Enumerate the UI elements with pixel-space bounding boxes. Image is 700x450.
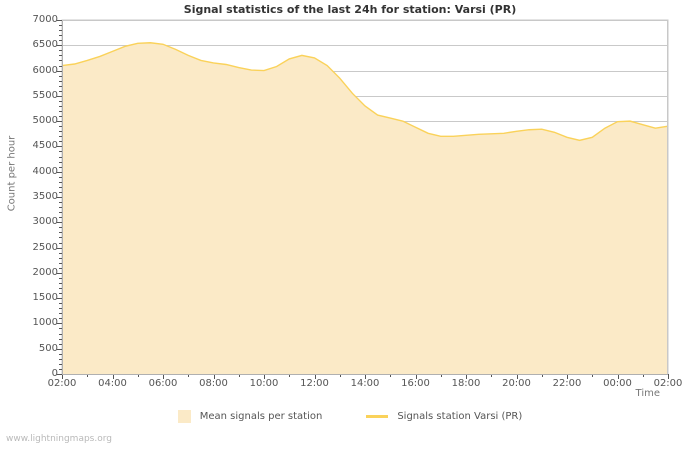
x-tick-label: 12:00 bbox=[300, 378, 329, 389]
legend-label-mean: Mean signals per station bbox=[199, 411, 323, 422]
legend-item-station[interactable]: Signals station Varsi (PR) bbox=[366, 411, 522, 422]
x-tick-label: 20:00 bbox=[502, 378, 531, 389]
x-tick-label: 06:00 bbox=[148, 378, 178, 389]
y-tick-label: 2000 bbox=[32, 266, 58, 278]
x-tick-label: 00:00 bbox=[603, 378, 632, 389]
x-tick-label: 18:00 bbox=[451, 378, 481, 389]
y-tick-label: 6500 bbox=[32, 39, 58, 51]
y-axis-ticks: 0 500 1000 1500 2000 2500 3000 3500 4000 4500 5000… bbox=[8, 0, 58, 450]
x-tick-label: 16:00 bbox=[401, 378, 430, 389]
x-tick-label: 04:00 bbox=[98, 378, 127, 389]
x-tick-label: 14:00 bbox=[350, 378, 380, 389]
y-tick-label: 1500 bbox=[32, 292, 58, 304]
y-tick-label: 3500 bbox=[32, 191, 58, 202]
y-tick-label: 0 bbox=[51, 368, 58, 379]
y-tick-label: 4500 bbox=[32, 140, 58, 152]
x-tick-label: 22:00 bbox=[552, 378, 582, 389]
y-tick-label: 3000 bbox=[32, 216, 58, 228]
area-series-mean bbox=[62, 42, 668, 374]
line-series-station bbox=[61, 42, 669, 142]
legend-label-station: Signals station Varsi (PR) bbox=[397, 411, 523, 422]
site-credit: www.lightningmaps.org bbox=[6, 434, 112, 444]
x-tick-label: 10:00 bbox=[249, 378, 279, 389]
y-tick-label: 4000 bbox=[32, 165, 58, 177]
area-swatch-icon bbox=[177, 410, 191, 423]
y-tick-label: 2500 bbox=[32, 241, 58, 253]
y-tick-label: 7000 bbox=[32, 14, 58, 25]
y-tick-label: 6000 bbox=[32, 64, 58, 76]
chart-legend: Mean signals per station Signals station… bbox=[0, 410, 700, 423]
x-axis-label: Time bbox=[635, 388, 660, 399]
x-tick-label: 02:00 bbox=[47, 378, 77, 389]
line-swatch-icon bbox=[366, 415, 389, 418]
y-tick-label: 5000 bbox=[32, 115, 58, 127]
legend-item-mean[interactable]: Mean signals per station bbox=[177, 410, 323, 423]
x-tick-label: 02:00 bbox=[653, 378, 683, 389]
y-tick-label: 1000 bbox=[32, 317, 58, 329]
y-tick-label: 5500 bbox=[32, 89, 58, 101]
x-tick-label: 08:00 bbox=[199, 378, 228, 389]
chart-title: Signal statistics of the last 24h for st… bbox=[183, 3, 517, 16]
y-tick-label: 500 bbox=[38, 342, 58, 354]
